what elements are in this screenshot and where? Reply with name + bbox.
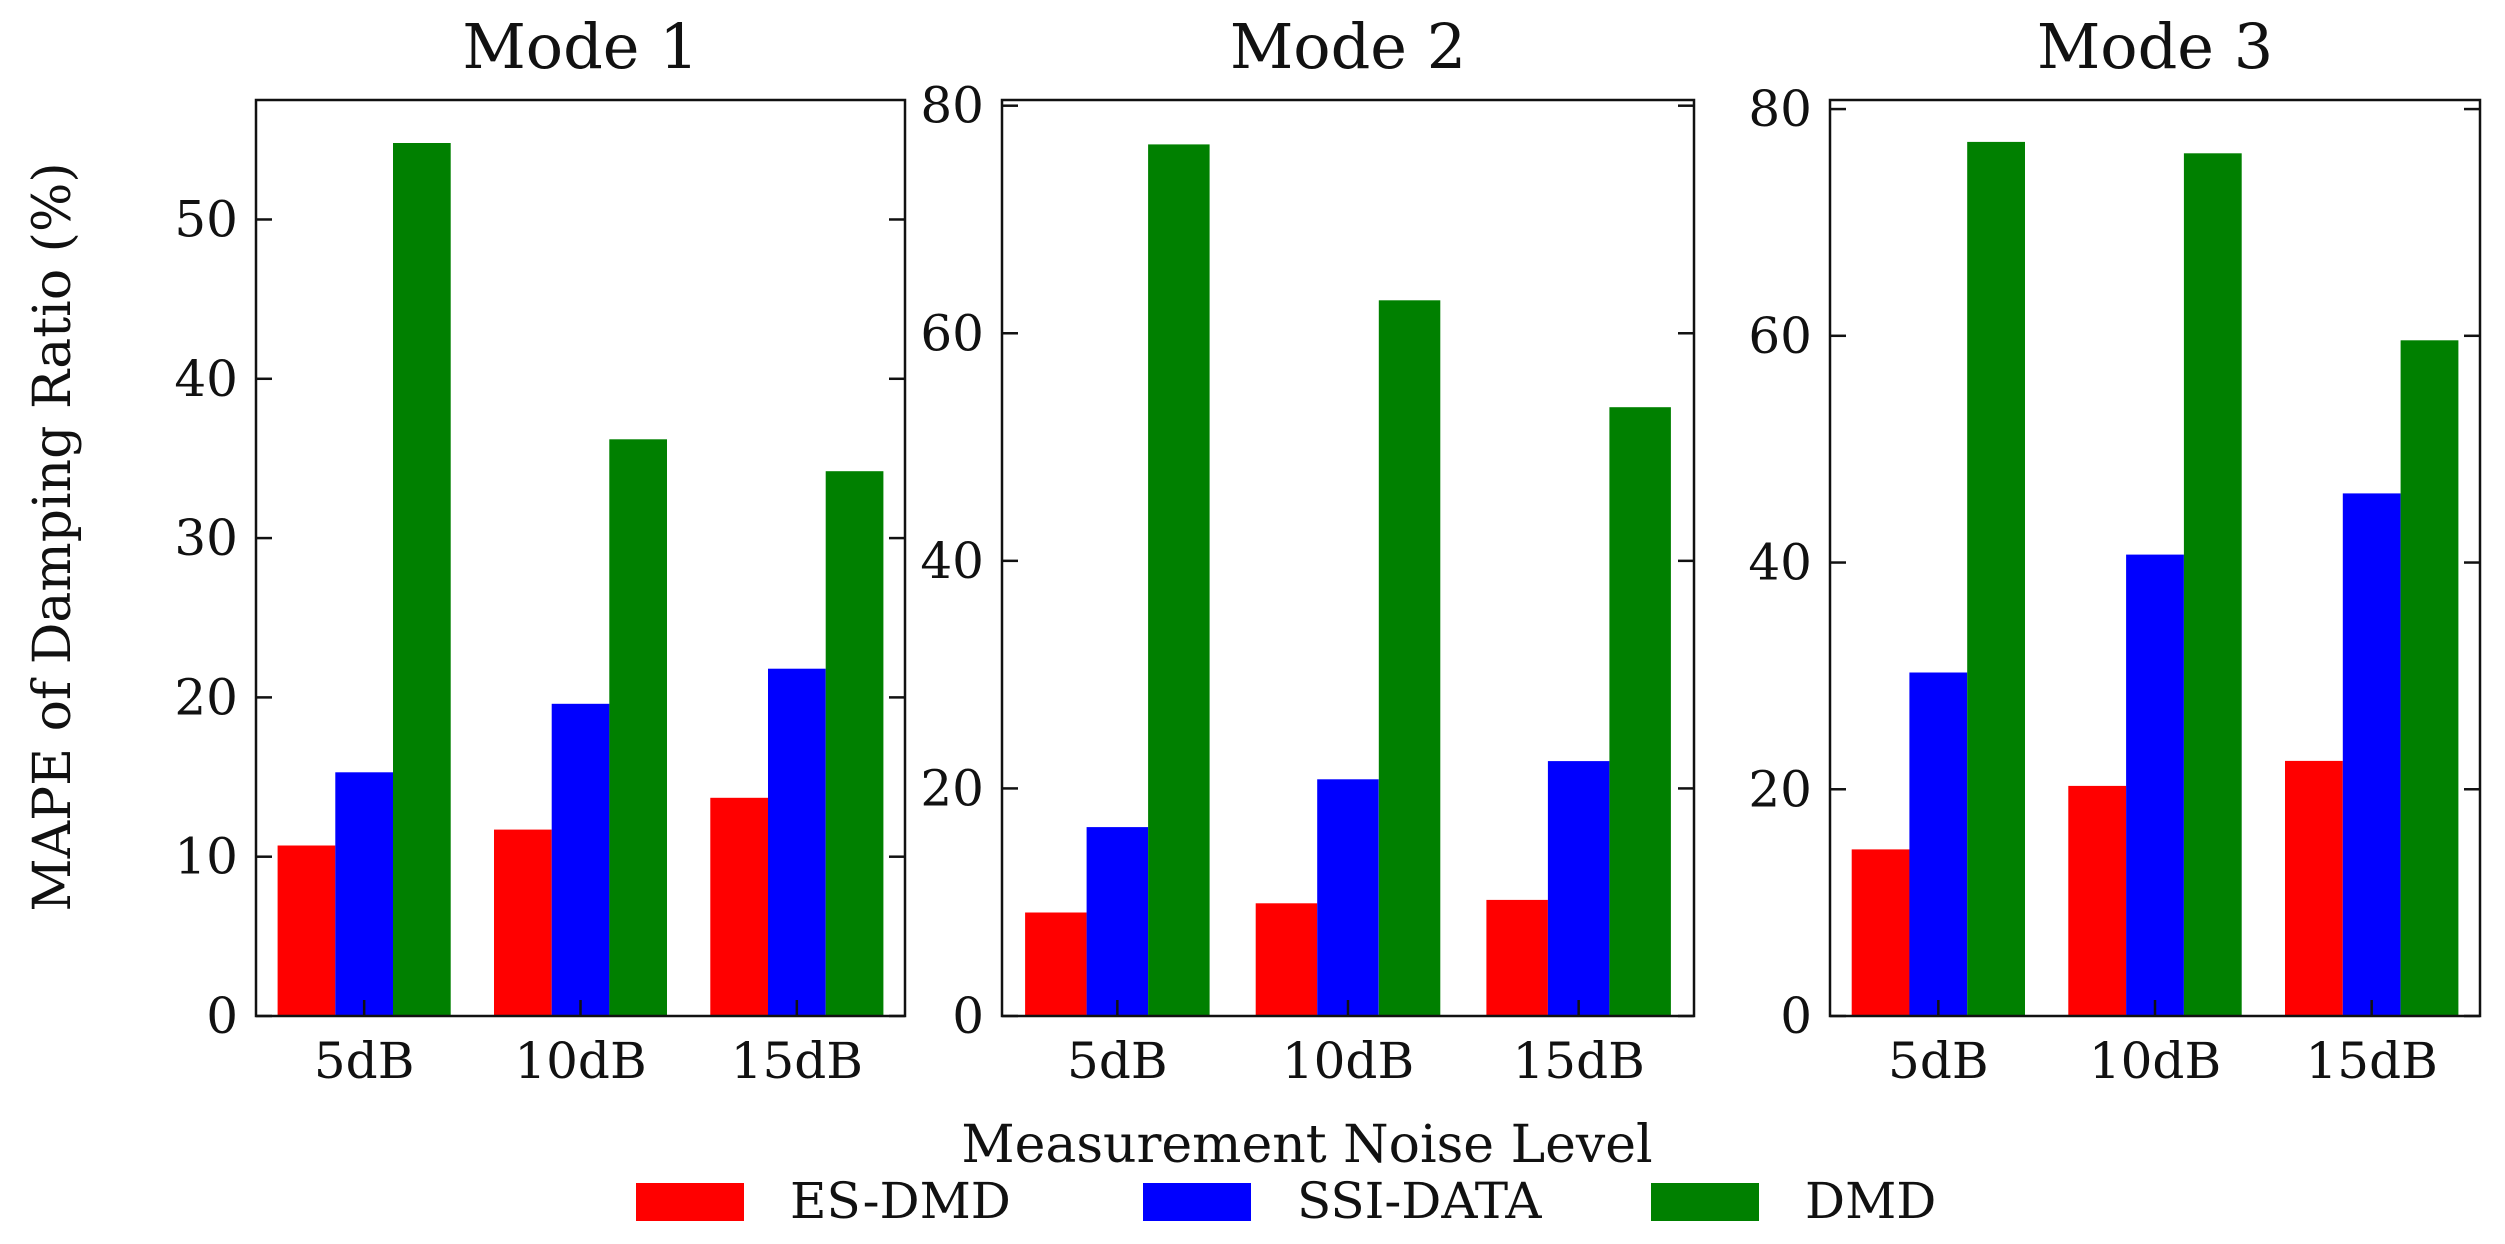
legend-label: SSI-DATA xyxy=(1297,1172,1542,1230)
bar-dmd-10db xyxy=(609,439,667,1016)
bar-dmd-15db xyxy=(825,471,884,1016)
y-tick-label: 40 xyxy=(1748,534,1812,592)
bar-dmd-10db xyxy=(1378,300,1441,1016)
bar-ssi-data-15db xyxy=(1547,761,1610,1016)
bar-es-dmd-15db xyxy=(2285,760,2343,1016)
legend-item-ssi-data: SSI-DATA xyxy=(1143,1172,1542,1230)
panel-title: Mode 1 xyxy=(462,10,698,83)
y-tick-label: 0 xyxy=(206,987,238,1045)
y-tick-label: 80 xyxy=(1748,80,1812,138)
bar-dmd-15db xyxy=(1609,407,1671,1016)
y-tick-label: 10 xyxy=(174,828,238,886)
x-tick-label: 15dB xyxy=(731,1032,863,1090)
bar-es-dmd-15db xyxy=(1486,899,1548,1016)
panel-mode-2: Mode 2 0 20 40 60 80 5dB 10dB 15dB xyxy=(920,10,1696,1090)
panel-title: Mode 3 xyxy=(2037,10,2273,83)
legend-item-es-dmd: ES-DMD xyxy=(636,1172,1011,1230)
legend-label: ES-DMD xyxy=(790,1172,1011,1230)
y-tick-label: 60 xyxy=(1748,307,1812,365)
legend-swatch xyxy=(636,1183,744,1221)
bar-ssi-data-10db xyxy=(551,703,610,1016)
bar-es-dmd-5db xyxy=(1851,849,1910,1016)
bar-es-dmd-15db xyxy=(710,797,768,1016)
y-tick-label: 60 xyxy=(920,304,984,362)
bar-ssi-data-5db xyxy=(335,772,393,1016)
bar-dmd-10db xyxy=(2183,153,2242,1017)
legend-item-dmd: DMD xyxy=(1651,1172,1936,1230)
y-tick-label: 0 xyxy=(1780,987,1812,1045)
bar-dmd-5db xyxy=(393,143,451,1016)
bar-dmd-15db xyxy=(2400,340,2459,1016)
bar-ssi-data-5db xyxy=(1909,672,1968,1016)
bar-es-dmd-10db xyxy=(494,829,552,1016)
x-tick-label: 10dB xyxy=(514,1032,646,1090)
y-tick-label: 50 xyxy=(174,190,238,248)
y-axis-label: MAPE of Damping Ratio (%) xyxy=(23,162,83,911)
chart-panels: Mode 1 0 10 20 30 40 50 5dB 10dB 15dB Mode 2 0 20 40 6… xyxy=(174,10,2482,1090)
panel-mode-3: Mode 3 0 20 40 60 80 5dB 10dB 15dB xyxy=(1748,10,2482,1090)
y-tick-label: 20 xyxy=(920,759,984,817)
bar-ssi-data-10db xyxy=(1317,779,1379,1016)
x-tick-label: 5dB xyxy=(1067,1032,1168,1090)
x-axis-label: Measurement Noise Level xyxy=(961,1115,1652,1175)
y-tick-label: 30 xyxy=(174,509,238,567)
legend-swatch xyxy=(1143,1183,1251,1221)
bar-es-dmd-10db xyxy=(1255,903,1318,1016)
x-tick-label: 15dB xyxy=(1512,1032,1644,1090)
y-tick-label: 40 xyxy=(174,350,238,408)
y-tick-label: 40 xyxy=(920,532,984,590)
panel-title: Mode 2 xyxy=(1230,10,1466,83)
x-tick-label: 10dB xyxy=(2089,1032,2221,1090)
bar-dmd-5db xyxy=(1967,141,2025,1016)
y-tick-label: 0 xyxy=(952,987,984,1045)
x-tick-label: 15dB xyxy=(2305,1032,2437,1090)
bar-dmd-5db xyxy=(1148,144,1210,1016)
y-tick-label: 20 xyxy=(174,668,238,726)
x-tick-label: 5dB xyxy=(1888,1032,1989,1090)
legend: ES-DMD SSI-DATA DMD xyxy=(636,1172,1936,1230)
bar-es-dmd-5db xyxy=(277,845,336,1016)
bar-ssi-data-10db xyxy=(2126,554,2184,1016)
legend-label: DMD xyxy=(1805,1172,1936,1230)
bar-es-dmd-10db xyxy=(2068,785,2127,1016)
bar-ssi-data-15db xyxy=(2342,493,2401,1016)
bar-ssi-data-15db xyxy=(768,668,826,1016)
y-tick-label: 20 xyxy=(1748,760,1812,818)
legend-swatch xyxy=(1651,1183,1759,1221)
x-tick-label: 5dB xyxy=(314,1032,415,1090)
x-tick-label: 10dB xyxy=(1282,1032,1414,1090)
y-tick-label: 80 xyxy=(920,77,984,135)
panel-mode-1: Mode 1 0 10 20 30 40 50 5dB 10dB 15dB xyxy=(174,10,907,1090)
bar-ssi-data-5db xyxy=(1086,827,1149,1016)
bar-es-dmd-5db xyxy=(1025,912,1087,1016)
